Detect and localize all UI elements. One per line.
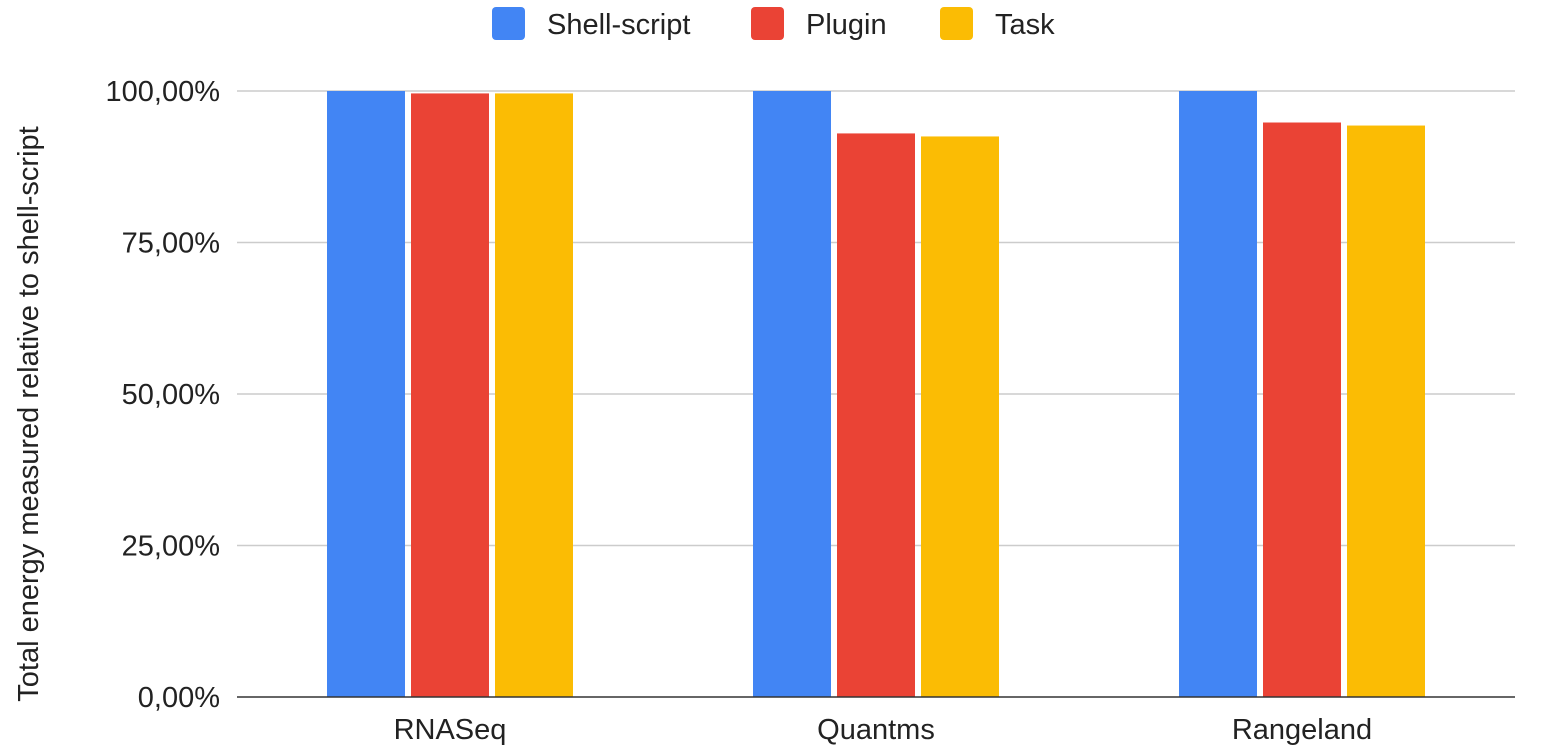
y-axis-tick-labels: 0,00% 25,00% 50,00% 75,00% 100,00% — [106, 76, 221, 714]
y-tick-label: 100,00% — [106, 76, 221, 108]
y-tick-label: 50,00% — [122, 379, 220, 411]
bar-shell-script-rnaseq — [327, 91, 405, 697]
x-tick-label: RNASeq — [394, 714, 507, 746]
bar-task-quantms — [921, 136, 999, 697]
x-tick-label: Quantms — [817, 714, 935, 746]
legend-swatch-shell-script — [492, 7, 525, 40]
x-tick-label: Rangeland — [1232, 714, 1372, 746]
y-axis-title: Total energy measured relative to shell-… — [13, 126, 45, 701]
bar-shell-script-quantms — [753, 91, 831, 697]
bar-plugin-quantms — [837, 133, 915, 698]
bar-shell-script-rangeland — [1179, 91, 1257, 697]
x-axis-tick-labels: RNASeq Quantms Rangeland — [394, 714, 1373, 746]
bar-series — [327, 91, 1425, 698]
legend-label-plugin: Plugin — [806, 9, 887, 41]
legend-swatch-plugin — [751, 7, 784, 40]
legend-swatch-task — [940, 7, 973, 40]
bar-plugin-rangeland — [1263, 122, 1341, 697]
y-tick-label: 25,00% — [122, 531, 220, 563]
bar-plugin-rnaseq — [411, 93, 489, 697]
legend-label-task: Task — [995, 9, 1055, 41]
y-tick-label: 0,00% — [138, 682, 220, 714]
bar-task-rangeland — [1347, 125, 1425, 698]
bar-task-rnaseq — [495, 93, 573, 697]
y-tick-label: 75,00% — [122, 228, 220, 260]
legend-label-shell-script: Shell-script — [547, 9, 690, 41]
chart-legend: Shell-script Plugin Task — [492, 7, 1055, 41]
